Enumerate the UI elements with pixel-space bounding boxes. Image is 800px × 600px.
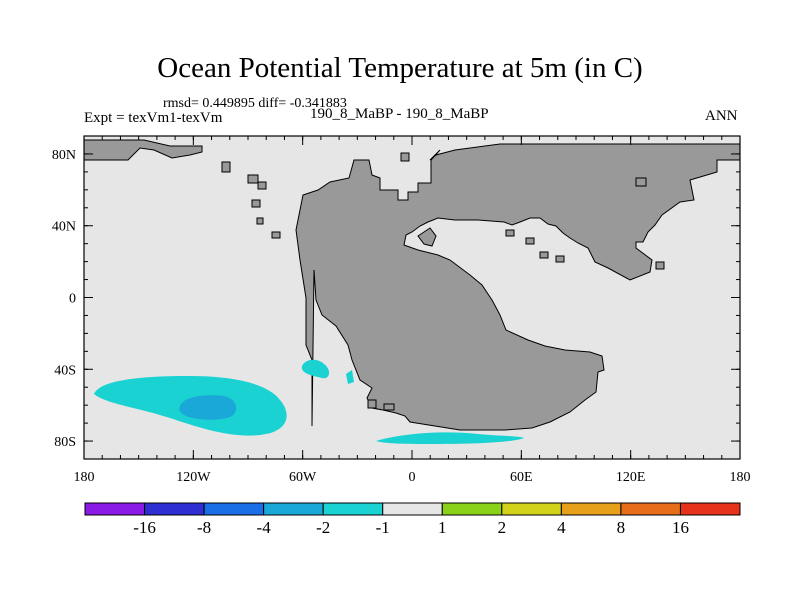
- axis-tick-labels: 180 120W 60W 0 60E 120E 180 80N 40N 0 40S 80S: [52, 148, 751, 485]
- colorbar-label: -4: [257, 518, 272, 537]
- anomaly-region-south-polar: [376, 432, 524, 444]
- lon-tick-label: 180: [730, 470, 751, 485]
- land-islet: [256, 217, 264, 225]
- colorbar-label: 4: [557, 518, 566, 537]
- colorbar-swatch: [144, 502, 205, 516]
- lon-tick-label: 120E: [616, 470, 646, 485]
- colorbar-label: 8: [617, 518, 626, 537]
- anomaly-layer: [94, 359, 524, 444]
- land-islet: [555, 255, 565, 263]
- colorbar: -16 -8 -4 -2 -1 1 2 4 8 16: [84, 502, 741, 537]
- land-islet: [655, 261, 665, 270]
- colorbar-label: -8: [197, 518, 211, 537]
- anomaly-region-south-atlantic: [301, 359, 330, 379]
- land-islet: [221, 161, 231, 173]
- lon-tick-label: 60W: [289, 470, 317, 485]
- colorbar-swatch: [322, 502, 384, 516]
- lon-tick-label: 60E: [510, 470, 533, 485]
- colorbar-swatch: [203, 502, 265, 516]
- land-islet: [257, 181, 267, 190]
- land-islet: [505, 229, 515, 237]
- lat-tick-label: 40N: [52, 220, 76, 235]
- experiment-label: Expt = texVm1-texVm: [84, 110, 223, 126]
- chart-title: Ocean Potential Temperature at 5m (in C): [157, 52, 643, 84]
- land-islet: [383, 403, 395, 411]
- land-layer: [83, 139, 741, 431]
- colorbar-label: -2: [316, 518, 330, 537]
- land-inland-sea-island: [417, 227, 437, 247]
- land-islet: [367, 399, 377, 409]
- colorbar-swatch: [560, 502, 622, 516]
- colorbar-label: -16: [133, 518, 156, 537]
- lon-tick-label: 180: [74, 470, 95, 485]
- season-label: ANN: [705, 108, 738, 124]
- anomaly-region-southwest-core: [179, 395, 237, 420]
- colorbar-swatch: [263, 502, 324, 516]
- land-islet: [271, 231, 281, 239]
- anomaly-region-small: [346, 370, 354, 384]
- land-main-continent: [295, 143, 741, 431]
- lat-tick-label: 80S: [54, 435, 76, 450]
- land-north-left: [83, 139, 203, 161]
- land-islet: [400, 152, 410, 162]
- lon-tick-label: 120W: [176, 470, 211, 485]
- colorbar-swatch: [84, 502, 146, 516]
- colorbar-swatch: [441, 502, 503, 516]
- land-islet: [525, 237, 535, 245]
- land-islet: [251, 199, 261, 208]
- land-islet: [539, 251, 549, 259]
- land-islet: [635, 177, 647, 187]
- stats-line: rmsd= 0.449895 diff= -0.341883: [163, 96, 347, 111]
- land-islet: [247, 174, 259, 184]
- case-label: 190_8_MaBP - 190_8_MaBP: [310, 106, 489, 122]
- axis-ticks: [83, 135, 741, 460]
- colorbar-label: 2: [498, 518, 507, 537]
- colorbar-label: 1: [438, 518, 447, 537]
- colorbar-swatch: [382, 502, 443, 516]
- lat-tick-label: 0: [69, 292, 76, 307]
- colorbar-label: -1: [376, 518, 390, 537]
- colorbar-swatch: [620, 502, 681, 516]
- lat-tick-label: 80N: [52, 148, 76, 163]
- lon-tick-label: 0: [409, 470, 416, 485]
- lat-tick-label: 40S: [54, 363, 76, 378]
- colorbar-label: 16: [672, 518, 689, 537]
- colorbar-swatch: [501, 502, 562, 516]
- colorbar-swatch: [679, 502, 741, 516]
